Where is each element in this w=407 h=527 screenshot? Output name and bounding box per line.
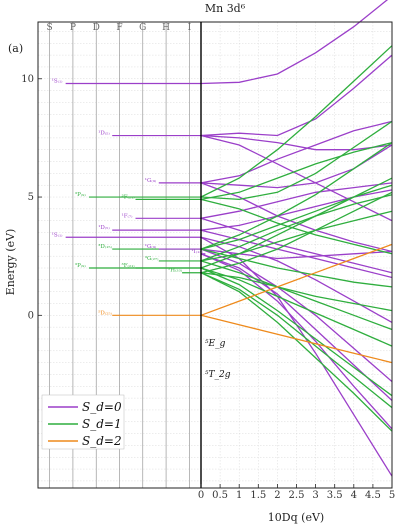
term-level-label: ³F₍₂₁₎: [122, 193, 136, 200]
energy-series-line: [200, 272, 393, 409]
energy-series: [200, 0, 393, 477]
energy-series-line: [200, 272, 393, 432]
energy-series-line: [200, 253, 393, 430]
state-labels: ⁵E_g ⁵T_2g: [205, 339, 231, 380]
x-tick-label: 4.5: [365, 490, 381, 501]
x-tick-label: 0.5: [212, 490, 228, 501]
energy-series-line: [200, 267, 393, 347]
x-tick-label: 1: [236, 490, 242, 501]
legend-box: [41, 394, 125, 450]
y-tick-label: 0: [28, 310, 34, 321]
energy-series-line: [200, 272, 393, 312]
energy-series-line: [200, 267, 393, 397]
x-tick-label: 3: [312, 490, 318, 501]
term-column-label: H: [162, 23, 170, 33]
x-tick-label: 2.5: [289, 490, 305, 501]
legend-label: S_d=2: [82, 434, 122, 448]
energy-series-line: [200, 120, 393, 184]
energy-series-line: [200, 210, 393, 262]
energy-series-line: [200, 260, 393, 331]
term-level-label: ¹S₍₁₎: [52, 231, 64, 238]
energy-series-line: [200, 248, 393, 383]
energy-series-line: [200, 248, 393, 260]
energy-series-line: [200, 54, 393, 137]
x-tick-label: 5: [389, 490, 395, 501]
state-label: ⁵T_2g: [205, 370, 231, 380]
energy-series-line: [200, 194, 393, 262]
term-level-label: ¹I₍₁₃₎: [191, 248, 203, 255]
term-level-label: ¹G₍₉₎: [145, 243, 157, 250]
term-column-label: I: [188, 23, 192, 33]
energy-series-line: [200, 120, 393, 201]
energy-series-line: [200, 141, 393, 201]
x-tick-label: 3.5: [327, 490, 343, 501]
y-axis-label: Energy (eV): [4, 229, 17, 296]
energy-series-line: [200, 134, 393, 222]
energy-series-line: [200, 243, 393, 316]
ticks: 0 5 10 0 0.5 1 1.5 2 2.5 3 3.5 4 4.5 5: [21, 74, 395, 501]
term-level-label: ³G₍₂₇₎: [145, 255, 159, 262]
x-tick-label: 2: [274, 490, 280, 501]
energy-series-line: [200, 142, 393, 250]
energy-series-line: [200, 177, 393, 269]
term-level-label: ¹S₍₁₎: [52, 78, 64, 85]
term-level-label: ³P₍₉₎: [75, 262, 86, 269]
energy-series-line: [200, 134, 393, 151]
state-label: ⁵E_g: [205, 339, 226, 349]
energy-series-line: [200, 253, 393, 401]
energy-series-line: [200, 217, 393, 274]
energy-series-line: [200, 182, 393, 219]
energy-series-line: [200, 314, 393, 364]
term-column-label: F: [116, 23, 122, 33]
term-level-label: ³P₍₉₎: [75, 191, 86, 198]
energy-series-line: [200, 229, 393, 279]
term-level-label: ¹F₍₇₎: [122, 212, 134, 219]
chart-title: Mn 3d⁶: [205, 2, 246, 15]
y-tick-label: 10: [21, 74, 34, 85]
legend-label: S_d=1: [82, 417, 122, 431]
y-tick-label: 5: [28, 192, 34, 203]
x-axis-label: 10Dq (eV): [268, 511, 324, 524]
plot-frame: [37, 21, 393, 489]
energy-series-line: [200, 189, 393, 231]
energy-series-line: [200, 184, 393, 250]
term-column-label: S: [47, 23, 53, 33]
term-level-label: ³H₍₃₃₎: [168, 267, 183, 274]
term-level-label: ⁵D₍₂₅₎: [98, 309, 112, 316]
energy-series-line: [200, 45, 393, 198]
term-column-label: G: [139, 23, 146, 33]
energy-series-line: [200, 198, 393, 255]
term-level-label: ¹G₍₉₎: [145, 177, 157, 184]
panel-label: (a): [8, 42, 23, 55]
legend-label: S_d=0: [82, 400, 122, 414]
x-tick-label: 0: [198, 490, 204, 501]
term-levels: ¹S₍₁₎ ¹D₍₅₎ ¹G₍₉₎ ³P₍₉₎ ³F₍₂₁₎ ¹F₍₇₎ ¹D₍₅₎ ¹S₍₁…: [52, 78, 206, 316]
term-level-label: ³F₍₂₁₎: [122, 262, 136, 269]
energy-series-line: [200, 191, 393, 274]
term-column-label: P: [70, 23, 76, 33]
x-tick-label: 4: [351, 490, 357, 501]
term-column-label: D: [93, 23, 100, 33]
term-level-label: ¹D₍₅₎: [98, 224, 110, 231]
energy-series-line: [200, 248, 393, 288]
term-level-label: ¹D₍₅₎: [98, 130, 110, 137]
term-level-label: ³D₍₁₅₎: [98, 243, 112, 250]
x-tick-label: 1.5: [250, 490, 266, 501]
legend: S_d=0 S_d=1 S_d=2: [41, 394, 125, 450]
